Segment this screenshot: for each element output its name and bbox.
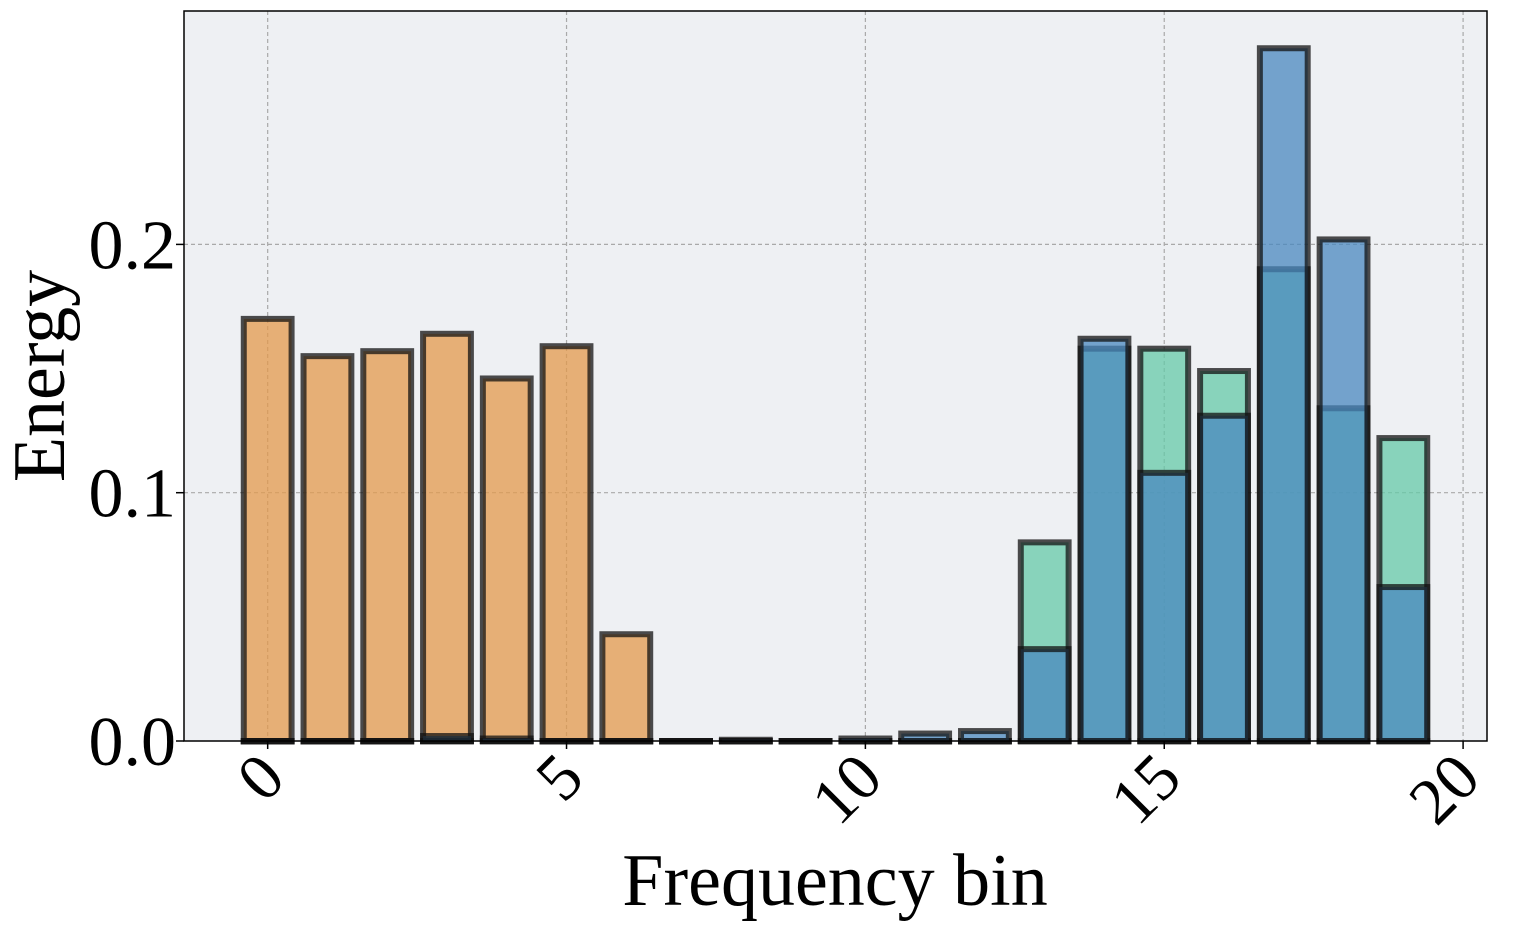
y-tick-label: 0.1 <box>89 456 177 533</box>
bar-blue <box>1137 469 1192 744</box>
bar-blue <box>1197 412 1251 744</box>
y-tick-label: 0.0 <box>89 704 177 781</box>
x-tick-label: 0 <box>223 740 298 815</box>
bar-blue <box>1316 236 1371 745</box>
bar-orange <box>300 353 355 744</box>
x-tick-label: 15 <box>1097 740 1195 838</box>
bar-blue <box>898 730 953 745</box>
bar-orange <box>360 348 415 744</box>
plot-frame <box>183 10 1488 742</box>
bar-orange <box>240 315 295 744</box>
bar-blue <box>958 728 1012 745</box>
bar-orange <box>599 631 654 744</box>
bar-blue <box>1256 45 1311 745</box>
x-tick-label: 20 <box>1395 740 1493 838</box>
x-axis-label: Frequency bin <box>622 840 1047 922</box>
y-axis-label: Energy <box>0 270 81 482</box>
bar-blue <box>1077 335 1132 744</box>
bar-orange <box>479 375 534 744</box>
bar-blue <box>1017 646 1072 745</box>
y-tick-label: 0.2 <box>89 207 177 284</box>
bar-orange <box>420 330 474 744</box>
bar-orange <box>539 343 594 744</box>
x-tick-label: 5 <box>522 740 597 815</box>
bar-blue <box>1376 584 1431 745</box>
x-tick-label: 10 <box>798 740 896 838</box>
